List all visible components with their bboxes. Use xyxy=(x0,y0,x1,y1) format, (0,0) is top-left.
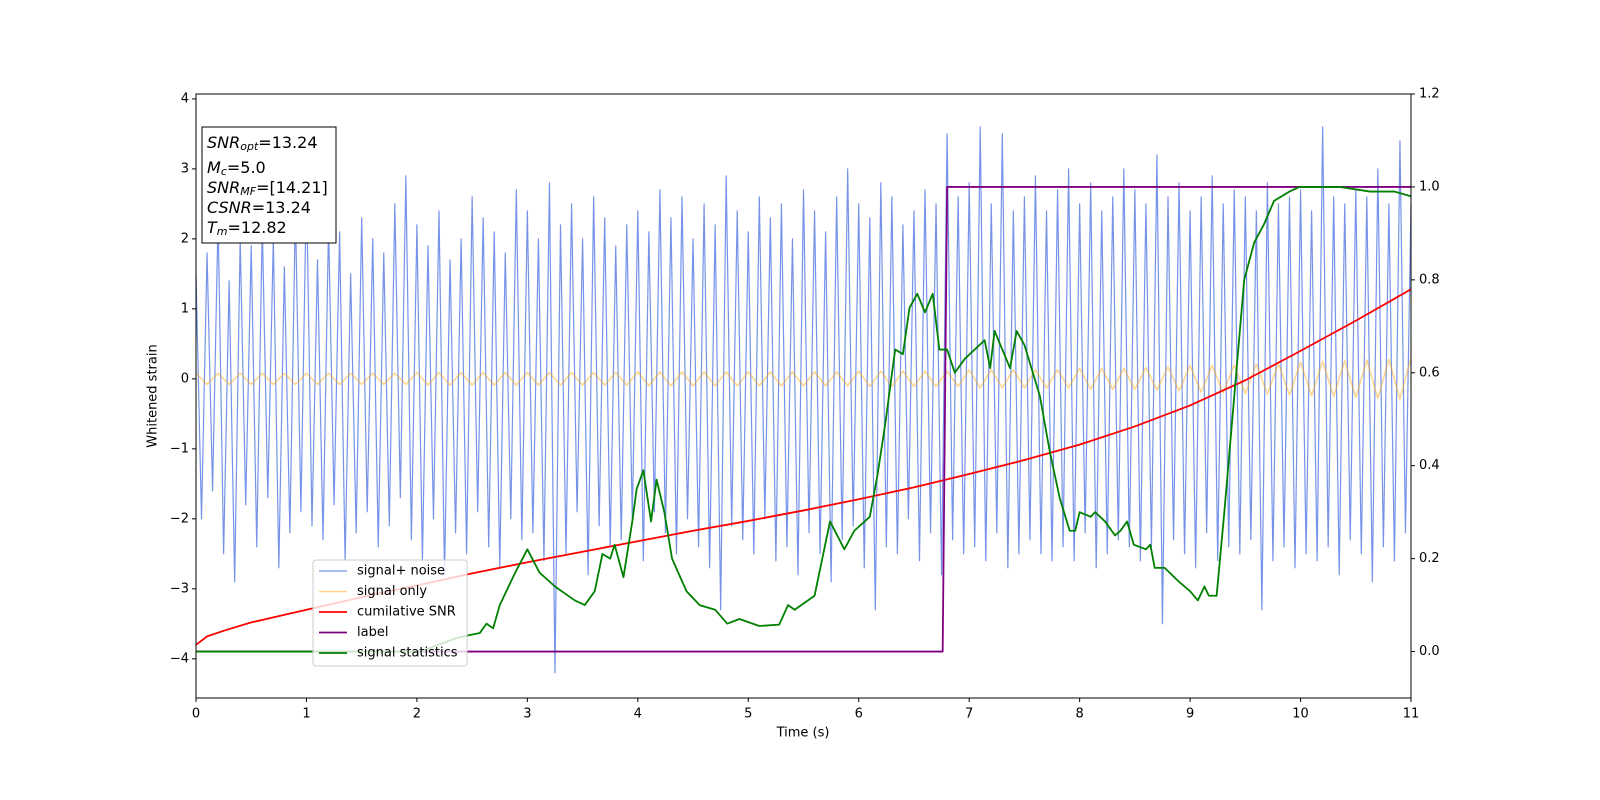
x-tick-label: 5 xyxy=(744,707,752,722)
annotation-var: M xyxy=(207,158,221,177)
annotation-frame xyxy=(201,126,337,244)
series-line xyxy=(195,357,1412,400)
series-line xyxy=(195,126,1412,674)
series-line xyxy=(196,186,1411,653)
series-line xyxy=(196,186,1412,653)
annotation-var: T xyxy=(207,218,218,237)
x-tick-label: 8 xyxy=(1075,707,1083,722)
x-tick-label: 1 xyxy=(302,707,310,722)
annotation-value: =[14.21] xyxy=(256,178,328,197)
legend-frame xyxy=(312,559,468,667)
annotation-sub: c xyxy=(221,165,227,178)
annotation-sub: MF xyxy=(240,185,256,198)
y2-tick-label: 0.4 xyxy=(1419,458,1440,473)
legend-label: signal+ noise xyxy=(357,564,445,579)
annotation-line: Tm=12.82 xyxy=(207,218,287,239)
annotation-box: SNRopt=13.24Mc=5.0SNRMF=[14.21]CSNR=13.2… xyxy=(201,126,337,244)
x-tick-label: 4 xyxy=(634,707,642,722)
annotation-value: =12.82 xyxy=(228,218,287,237)
plot-area xyxy=(195,126,1412,674)
y-axis-label: Whitened strain xyxy=(146,344,161,447)
legend-label: cumilative SNR xyxy=(357,605,456,620)
annotation-var: SNR xyxy=(207,178,240,197)
x-tick-label: 6 xyxy=(855,707,863,722)
legend-label: label xyxy=(357,625,388,640)
annotation-line: CSNR=13.24 xyxy=(207,198,311,217)
legend-label: signal only xyxy=(357,584,427,599)
annotation-sub: m xyxy=(217,225,228,238)
x-tick-label: 3 xyxy=(523,707,531,722)
y-tick-label: −3 xyxy=(170,581,189,596)
legend: signal+ noise signal only cumilative SNR la… xyxy=(312,559,468,667)
y-tick-label: 0 xyxy=(181,371,189,386)
annotation-line: SNRopt=13.24 xyxy=(207,133,318,154)
annotation-line: SNRMF=[14.21] xyxy=(207,178,328,199)
annotation-line: Mc=5.0 xyxy=(207,158,266,179)
y2-tick-label: 0.6 xyxy=(1419,365,1440,380)
annotation-var: SNR xyxy=(207,133,240,152)
x-tick-label: 2 xyxy=(413,707,421,722)
y-tick-label: 4 xyxy=(181,91,189,106)
y2-tick-label: 0.2 xyxy=(1419,551,1440,566)
annotation-value: =5.0 xyxy=(227,158,266,177)
annotation-var: CSNR xyxy=(207,198,252,217)
series-line xyxy=(195,288,1412,646)
y2-tick-label: 0.8 xyxy=(1419,272,1440,287)
annotation-value: =13.24 xyxy=(258,133,317,152)
x-tick-label: 7 xyxy=(965,707,973,722)
x-axis-label: Time (s) xyxy=(776,726,830,741)
annotation-value: =13.24 xyxy=(252,198,311,217)
y-tick-label: −2 xyxy=(170,511,189,526)
x-tick-label: 11 xyxy=(1403,707,1420,722)
annotation-sub: opt xyxy=(240,140,259,153)
x-tick-label: 10 xyxy=(1292,707,1309,722)
x-tick-label: 9 xyxy=(1186,707,1194,722)
y-tick-label: −4 xyxy=(170,651,189,666)
y2-tick-label: 0.0 xyxy=(1419,644,1440,659)
y-tick-label: 3 xyxy=(181,161,189,176)
y2-tick-label: 1.0 xyxy=(1419,179,1440,194)
y2-tick-label: 1.2 xyxy=(1419,87,1440,102)
y-tick-label: −1 xyxy=(170,441,189,456)
y-tick-label: 2 xyxy=(181,231,189,246)
legend-label: signal statistics xyxy=(357,646,458,661)
y-tick-label: 1 xyxy=(181,301,189,316)
axes-frame xyxy=(195,93,1412,699)
x-tick-label: 0 xyxy=(192,707,200,722)
